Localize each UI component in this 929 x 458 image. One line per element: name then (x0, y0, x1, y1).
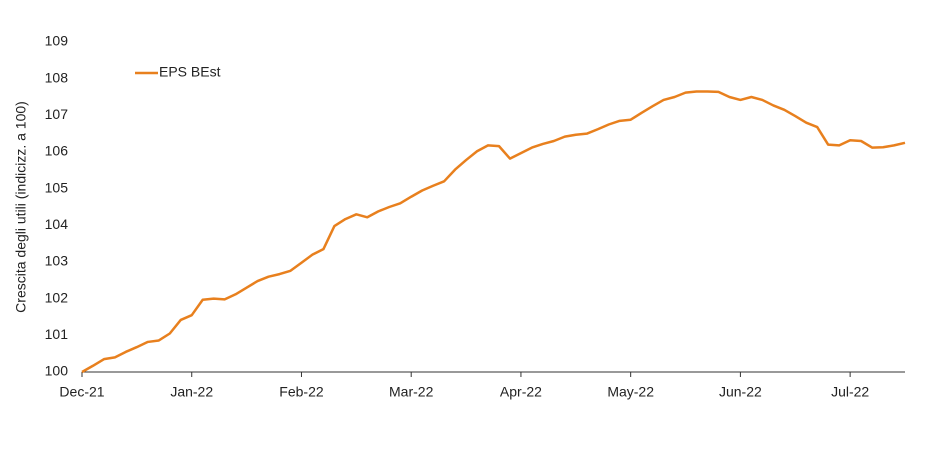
y-tick-label: 102 (45, 289, 69, 305)
y-axis-title: Crescita degli utili (indicizz. a 100) (13, 101, 29, 313)
y-tick-label: 107 (45, 106, 69, 122)
x-tick-label: May-22 (607, 384, 654, 400)
x-tick-label: Dec-21 (59, 384, 104, 400)
x-tick-label: Feb-22 (279, 384, 324, 400)
y-tick-label: 106 (45, 143, 69, 159)
legend-label: EPS BEst (159, 64, 221, 80)
y-tick-label: 103 (45, 253, 69, 269)
x-tick-label: Jun-22 (719, 384, 762, 400)
x-tick-label: Mar-22 (389, 384, 434, 400)
x-tick-label: Jan-22 (170, 384, 213, 400)
x-tick-label: Apr-22 (500, 384, 542, 400)
y-tick-label: 109 (45, 33, 69, 49)
y-tick-label: 104 (45, 216, 69, 232)
series-line (81, 90, 906, 374)
x-tick-label: Jul-22 (831, 384, 869, 400)
y-tick-label: 100 (45, 363, 69, 379)
y-tick-label: 105 (45, 179, 69, 195)
y-tick-label: 101 (45, 326, 69, 342)
y-tick-label: 108 (45, 69, 69, 85)
